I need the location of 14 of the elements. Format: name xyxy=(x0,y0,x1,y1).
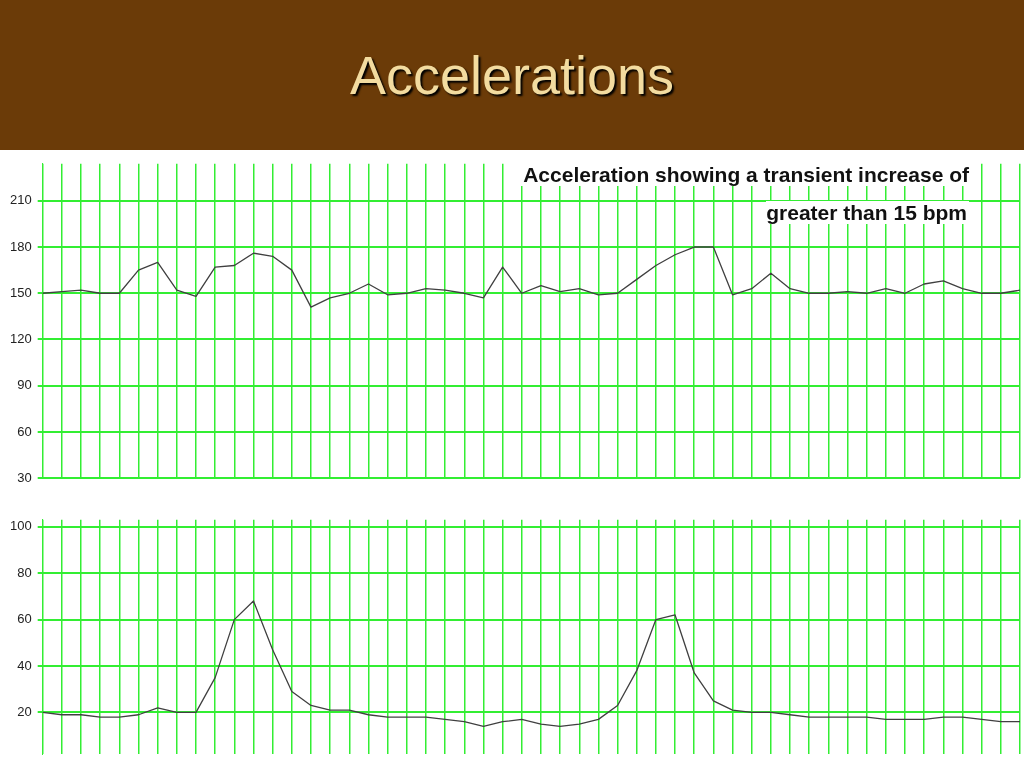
y-tick-label: 150 xyxy=(9,284,32,300)
y-tick-label: 210 xyxy=(9,192,32,208)
y-tick-label: 20 xyxy=(17,704,32,719)
chart-title: Accelerations xyxy=(0,0,1024,150)
y-tick-label: 180 xyxy=(9,238,32,254)
y-tick-label: 90 xyxy=(17,377,32,393)
y-tick-label: 80 xyxy=(17,564,32,580)
y-tick-label: 60 xyxy=(17,423,32,439)
y-tick-label: 30 xyxy=(17,469,32,485)
y-tick-label: 120 xyxy=(9,331,32,347)
annotation: Acceleration showing a transient increase of greater than 15 bpm xyxy=(521,163,969,224)
y-tick-label: 40 xyxy=(17,657,32,673)
y-tick-label: 100 xyxy=(9,518,32,534)
y-tick-label: 60 xyxy=(17,611,32,627)
